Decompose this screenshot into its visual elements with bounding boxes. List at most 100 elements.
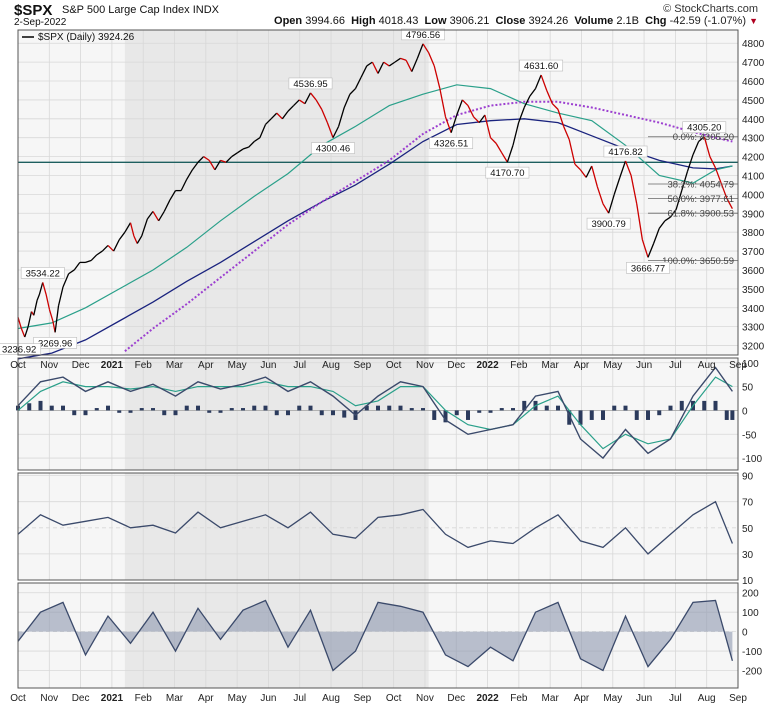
symbol: $SPX [14, 2, 53, 19]
low-value: 3906.21 [449, 15, 490, 27]
x-tick-label-bottom-11: Sep [353, 693, 371, 704]
annotation-box-3 [288, 77, 333, 90]
histogram-bar [117, 410, 122, 413]
chg-label: Chg [645, 15, 667, 27]
price-segment [495, 143, 503, 154]
annotation-label-4: 4300.46 [316, 144, 350, 155]
fib-label-4: 100.0%: 3650.59 [662, 256, 734, 267]
x-tick-label-top-6: Apr [198, 360, 214, 371]
histogram-bar [454, 410, 459, 416]
down-triangle-icon: ▼ [749, 16, 758, 26]
histogram-bar [612, 405, 617, 411]
price-segment [321, 109, 328, 123]
cci-area [18, 600, 733, 671]
price-segment [354, 76, 362, 89]
annotation-box-1 [33, 337, 78, 349]
x-tick-label-bottom-14: Dec [447, 693, 465, 704]
price-segment [461, 99, 469, 107]
price-segment [48, 309, 54, 322]
price-segment [191, 161, 199, 171]
price-segment [551, 103, 559, 110]
price-segment [24, 326, 29, 338]
histogram-bar [724, 410, 729, 420]
price-segment [698, 136, 705, 142]
price-segment [208, 160, 216, 171]
y-tick-label-2-3: 30 [742, 550, 754, 561]
price-segment [563, 126, 570, 140]
high-label: High [351, 15, 376, 27]
x-tick-label-bottom-23: Sep [729, 693, 747, 704]
x-tick-label-bottom-19: May [603, 693, 622, 704]
price-segment [591, 165, 599, 188]
annotation-label-12: 4305.20 [687, 123, 721, 134]
fib-label-3: 61.8%: 3900.53 [667, 209, 734, 220]
price-segment [636, 203, 644, 240]
y-tick-label-0-8: 4000 [742, 190, 765, 201]
x-tick-label-top-12: Oct [386, 360, 402, 371]
price-segment [326, 122, 334, 138]
chart-date: 2-Sep-2022 [14, 17, 67, 28]
price-segment [231, 152, 238, 158]
histogram-bar [477, 410, 482, 413]
close-value: 3924.26 [528, 15, 569, 27]
annotation-label-10: 4176.82 [608, 147, 642, 158]
price-segment [366, 61, 373, 67]
price-segment [242, 146, 249, 150]
price-segment [36, 294, 40, 301]
price-segment [703, 136, 711, 157]
annotation-label-11: 3666.77 [631, 263, 665, 274]
price-segment [136, 235, 143, 244]
price-segment [647, 243, 655, 258]
y-tick-label-2-4: 10 [742, 576, 754, 587]
fib-label-0: 0.0%: 4305.20 [673, 132, 734, 143]
price-segment [90, 254, 98, 261]
histogram-bar [241, 408, 245, 411]
price-segment [186, 169, 193, 180]
histogram-bar [499, 408, 504, 411]
year-shade-0 [124, 30, 429, 355]
price-segment [709, 156, 717, 169]
price-segment [309, 92, 317, 101]
y-tick-label-2-0: 90 [742, 472, 754, 483]
rsi-line [17, 500, 734, 555]
price-segment [20, 328, 26, 338]
histogram-bar [679, 400, 684, 411]
price-segment [450, 114, 458, 133]
histogram-bar [218, 410, 223, 413]
annotation-label-6: 4326.51 [434, 139, 468, 150]
price-segment [658, 220, 666, 229]
price-segment [574, 163, 581, 171]
price-segment [714, 167, 722, 184]
annotation-box-6 [429, 137, 474, 149]
price-segment [411, 58, 418, 72]
price-segment [315, 99, 323, 110]
histogram-bar [308, 405, 313, 411]
price-segment [253, 137, 261, 143]
price-segment [394, 57, 401, 63]
price-segment [653, 228, 660, 244]
price-segment [546, 90, 553, 104]
price-segment [585, 165, 593, 178]
price-segment [400, 57, 407, 61]
price-segment [371, 61, 379, 74]
low-label: Low [424, 15, 447, 27]
price-segment [506, 145, 514, 163]
annotation-box-12 [682, 121, 727, 134]
price-segment [534, 74, 542, 89]
price-segment [265, 118, 272, 125]
histogram-bar [184, 405, 189, 411]
price-segment [692, 141, 700, 155]
x-tick-label-top-9: Jul [293, 360, 306, 371]
histogram-bar [162, 410, 167, 416]
price-segment [42, 282, 47, 295]
histogram-bar [387, 405, 392, 411]
x-tick-label-top-0: Oct [10, 360, 26, 371]
price-segment [107, 244, 115, 252]
price-segment [456, 99, 463, 116]
histogram-bar [27, 403, 32, 411]
y-tick-label-0-7: 3900 [742, 209, 765, 220]
x-tick-label-top-5: Mar [166, 360, 184, 371]
x-tick-label-top-7: May [228, 360, 247, 371]
price-segment [146, 211, 154, 220]
